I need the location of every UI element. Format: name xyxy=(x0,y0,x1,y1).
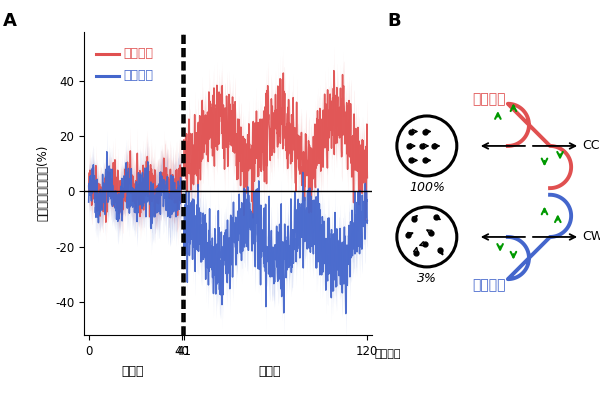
Text: B: B xyxy=(387,12,401,30)
Text: CCW: CCW xyxy=(582,139,600,152)
Text: 迷いなし: 迷いなし xyxy=(124,47,154,60)
Text: CW: CW xyxy=(582,230,600,243)
Text: A: A xyxy=(3,12,17,30)
Text: 100%: 100% xyxy=(409,182,445,195)
Y-axis label: 邪魔に対抗する力(%): 邪魔に対抗する力(%) xyxy=(37,145,49,221)
Text: 学習前: 学習前 xyxy=(122,365,144,378)
Text: （試行）: （試行） xyxy=(374,349,401,359)
Text: 迷いあり: 迷いあり xyxy=(472,278,506,292)
Text: 3%: 3% xyxy=(417,273,437,286)
Text: 迷いあり: 迷いあり xyxy=(124,69,154,82)
Text: 迷いなし: 迷いなし xyxy=(472,93,506,107)
Text: 学習後: 学習後 xyxy=(259,365,281,378)
